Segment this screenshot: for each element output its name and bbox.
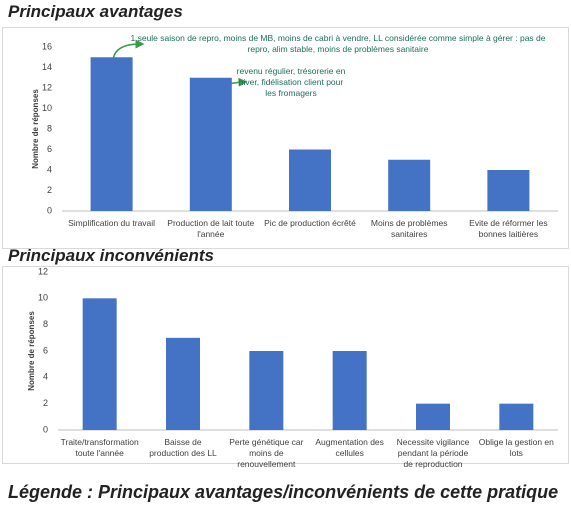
y-tick-label: 4	[43, 372, 48, 382]
y-tick-label: 12	[42, 82, 52, 92]
x-tick-label: Evite de réformer les bonnes laitières	[469, 218, 548, 239]
x-tick-label: Simplification du travail	[68, 218, 156, 228]
y-tick-label: 12	[38, 266, 48, 276]
bar	[289, 149, 331, 211]
caption: Légende : Principaux avantages/inconvéni…	[8, 482, 559, 502]
x-tick-label: Traite/transformation toute l'année	[60, 437, 139, 458]
x-tick-label: Baisse de production des LL	[149, 437, 217, 458]
chart-title: Principaux inconvénients	[8, 246, 214, 265]
y-tick-label: 2	[47, 185, 52, 195]
y-tick-label: 0	[43, 424, 48, 434]
y-axis-label: Nombre de réponses	[31, 89, 40, 169]
x-tick-label: Necessite vigilance pendant la période d…	[396, 437, 470, 469]
bar	[388, 159, 431, 211]
y-tick-label: 2	[43, 398, 48, 408]
bar	[82, 298, 117, 430]
y-tick-label: 8	[47, 123, 52, 133]
bar	[189, 77, 232, 211]
chart-frame	[2, 27, 569, 249]
y-tick-label: 4	[47, 164, 52, 174]
x-tick-label: Pic de production écrêté	[264, 218, 356, 228]
y-tick-label: 10	[38, 293, 48, 303]
bar	[90, 57, 133, 211]
x-tick-label: Augmentation des cellules	[315, 437, 384, 458]
bar	[416, 403, 450, 430]
x-tick-label: Oblige la gestion en lots	[478, 437, 554, 458]
chart-title: Principaux avantages	[8, 2, 183, 21]
y-tick-label: 10	[42, 103, 52, 113]
annotation: 1 seule saison de repro, moins de MB, mo…	[130, 33, 546, 54]
y-tick-label: 8	[43, 319, 48, 329]
bar	[332, 351, 367, 430]
bar	[499, 403, 534, 430]
y-tick-label: 6	[47, 144, 52, 154]
y-tick-label: 0	[47, 205, 52, 215]
x-tick-label: Moins de problèmes sanitaires	[370, 218, 448, 239]
x-tick-label: Perte génétique car moins de renouvellem…	[229, 437, 304, 469]
y-tick-label: 14	[42, 62, 52, 72]
bar	[249, 351, 284, 430]
chart-frame	[2, 266, 569, 464]
y-tick-label: 6	[43, 345, 48, 355]
y-axis-label: Nombre de réponses	[27, 311, 36, 391]
bar	[487, 170, 530, 211]
bar	[166, 337, 200, 430]
x-tick-label: Production de lait toute l'année	[167, 218, 255, 239]
y-tick-label: 16	[42, 41, 52, 51]
annotation: revenu régulier, trésorerie en hiver, fi…	[236, 66, 346, 98]
